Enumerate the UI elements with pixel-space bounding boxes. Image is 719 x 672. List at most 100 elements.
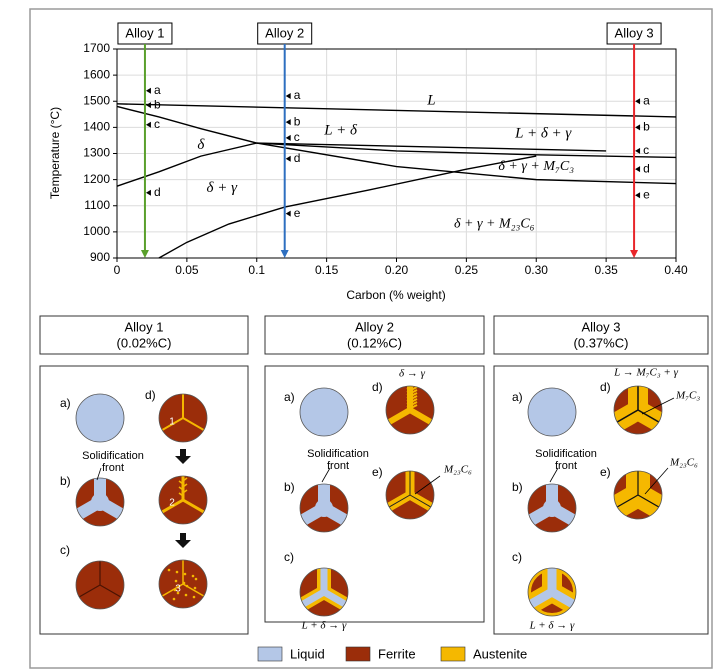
step-label: c) xyxy=(284,550,294,564)
step-label: b) xyxy=(512,480,523,494)
legend-label: Ferrite xyxy=(378,646,416,661)
point-marker xyxy=(286,119,291,125)
step-label: b) xyxy=(60,474,71,488)
point-marker xyxy=(286,135,291,141)
alloy-label: Alloy 1 xyxy=(125,25,164,40)
note: 3 xyxy=(175,584,181,595)
step-label: e) xyxy=(600,465,611,479)
panel-composition: (0.37%C) xyxy=(574,335,629,350)
phase-boundary xyxy=(257,143,606,151)
precipitate xyxy=(186,585,189,588)
step-label: b) xyxy=(284,480,295,494)
alloy-arrowhead xyxy=(281,250,289,258)
point-label: e xyxy=(643,187,650,201)
y-tick-label: 1300 xyxy=(83,146,110,160)
x-tick-label: 0.35 xyxy=(594,263,618,277)
note: δ → γ xyxy=(399,368,426,380)
y-tick-label: 900 xyxy=(90,250,110,264)
phase-boundary xyxy=(159,156,536,258)
step-label: a) xyxy=(60,396,71,410)
point-marker xyxy=(286,156,291,162)
precipitate xyxy=(175,580,178,583)
y-tick-label: 1400 xyxy=(83,120,110,134)
point-marker xyxy=(635,124,640,130)
step-label: a) xyxy=(512,390,523,404)
legend-swatch xyxy=(258,647,282,661)
point-label: b xyxy=(294,114,301,128)
point-label: b xyxy=(154,97,161,111)
x-tick-label: 0 xyxy=(114,263,121,277)
point-label: c xyxy=(154,117,160,131)
y-tick-label: 1500 xyxy=(83,93,110,107)
point-label: c xyxy=(643,143,649,157)
y-tick-label: 1200 xyxy=(83,172,110,186)
point-marker xyxy=(635,192,640,198)
point-marker xyxy=(146,190,151,196)
precipitate xyxy=(195,578,198,581)
x-tick-label: 0.30 xyxy=(525,263,549,277)
region-label: δ + γ + M₂₃C₆ xyxy=(454,216,535,231)
point-marker xyxy=(635,166,640,172)
precipitate xyxy=(185,594,188,597)
x-tick-label: 0.40 xyxy=(664,263,688,277)
step-label: d) xyxy=(372,380,383,394)
precipitate xyxy=(184,573,187,576)
note: M₂₃C₆ xyxy=(669,457,698,469)
y-tick-label: 1000 xyxy=(83,224,110,238)
point-label: a xyxy=(643,93,650,107)
point-marker xyxy=(635,98,640,104)
precipitate xyxy=(176,571,179,574)
point-marker xyxy=(635,148,640,154)
y-axis-label: Temperature (°C) xyxy=(48,107,62,199)
precipitate xyxy=(183,582,186,585)
note: L + δ → γ xyxy=(529,620,575,632)
x-tick-label: 0.25 xyxy=(455,263,479,277)
alloy-label: Alloy 3 xyxy=(615,25,654,40)
legend-swatch xyxy=(441,647,465,661)
y-tick-label: 1100 xyxy=(84,198,110,212)
note: 2 xyxy=(169,498,175,509)
figure: Carbon (% weight) Temperature (°C) 0 0.05… xyxy=(0,0,719,672)
point-label: c xyxy=(294,130,300,144)
legend-label: Austenite xyxy=(473,646,527,661)
step-label: d) xyxy=(600,380,611,394)
x-tick-label: 0.05 xyxy=(175,263,199,277)
region-label: L + δ xyxy=(323,123,358,139)
panel-body xyxy=(265,366,484,622)
precipitate xyxy=(173,598,176,601)
region-label: δ + γ + M₇C₃ xyxy=(498,159,574,174)
y-tick-label: 1700 xyxy=(83,41,110,55)
point-label: b xyxy=(643,120,650,134)
legend-swatch xyxy=(346,647,370,661)
note: L + δ → γ xyxy=(301,620,347,632)
precipitate xyxy=(192,575,195,578)
region-label: L + δ + γ xyxy=(514,125,572,141)
liquid-pool xyxy=(91,493,109,511)
step-label: e) xyxy=(372,465,383,479)
region-label: L xyxy=(426,93,435,109)
point-label: a xyxy=(154,83,161,97)
alloy-arrowhead xyxy=(141,250,149,258)
note: M₂₃C₆ xyxy=(443,464,472,476)
panel-title: Alloy 1 xyxy=(124,319,163,334)
precipitate xyxy=(193,596,196,599)
point-label: e xyxy=(294,206,301,220)
panel-body xyxy=(40,366,248,634)
panel-title: Alloy 3 xyxy=(581,319,620,334)
region-label: δ + γ xyxy=(207,180,239,196)
point-marker xyxy=(146,102,151,108)
panel-title: Alloy 2 xyxy=(355,319,394,334)
alloy-label: Alloy 2 xyxy=(265,25,304,40)
precipitate xyxy=(168,569,171,572)
panel-body xyxy=(494,366,708,634)
point-label: a xyxy=(294,88,301,102)
point-marker xyxy=(146,88,151,94)
region-label: δ xyxy=(197,137,205,153)
x-axis-label: Carbon (% weight) xyxy=(346,288,445,302)
point-label: d xyxy=(154,185,161,199)
step-label: c) xyxy=(60,543,70,557)
liquid-pool xyxy=(315,499,333,517)
note: M₇C₃ xyxy=(675,390,700,402)
note: L → M₇C₃ + γ xyxy=(613,367,678,379)
legend-label: Liquid xyxy=(290,646,325,661)
